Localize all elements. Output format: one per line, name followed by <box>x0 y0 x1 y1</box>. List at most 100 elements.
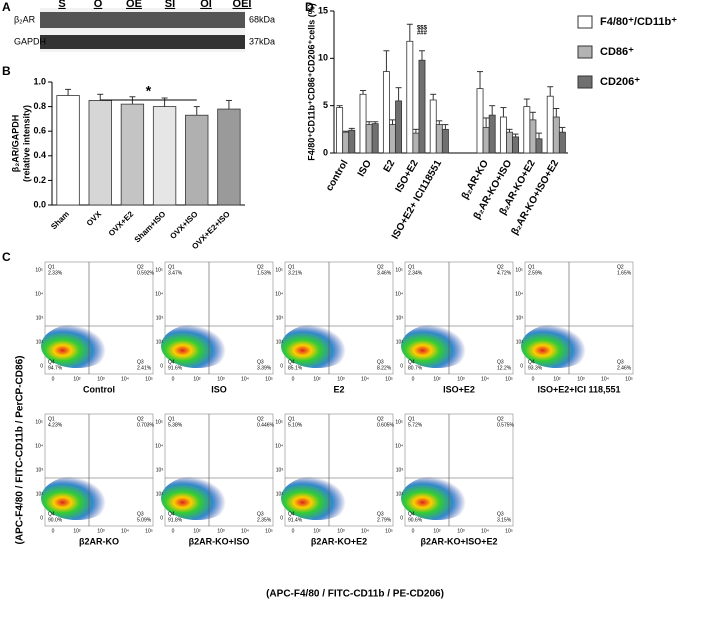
y-tick-label: 10⁵ <box>275 419 283 425</box>
lane-label: OI <box>200 0 212 10</box>
y-tick-label: 10⁵ <box>35 267 43 273</box>
y-axis-label: F4/80⁺CD11b⁺CD86⁺CD206⁺cells (%) <box>306 3 316 161</box>
quadrant-name: Q3 <box>377 359 384 365</box>
quadrant-name: Q1 <box>48 416 55 422</box>
quadrant-name: Q2 <box>497 264 504 270</box>
quadrant-name: Q1 <box>168 416 175 422</box>
quadrant-name: Q3 <box>257 359 264 365</box>
x-tick-label: 0 <box>52 528 55 534</box>
y-tick-label: 10² <box>396 491 404 497</box>
x-tick-label: 10² <box>193 376 201 382</box>
y-tick-label: 10² <box>36 339 44 345</box>
bar <box>482 127 490 154</box>
y-tick-label: 0 <box>520 363 523 369</box>
y-tick-label: 10² <box>276 491 284 497</box>
x-tick-label: 10² <box>313 528 321 534</box>
quadrant-name: Q1 <box>528 264 535 270</box>
quadrant-percent: 0.446% <box>257 422 275 428</box>
quadrant-name: Q4 <box>168 359 175 365</box>
x-tick-label: 10⁴ <box>481 376 489 382</box>
x-tick-label: 10⁴ <box>121 376 129 382</box>
x-tick-label: 0 <box>412 528 415 534</box>
quadrant-percent: 3.39% <box>257 365 272 371</box>
bar <box>435 124 443 154</box>
x-tick-label: Sham <box>49 210 71 232</box>
x-tick-label: 0 <box>412 376 415 382</box>
quadrant-percent: 80.7% <box>408 365 423 371</box>
bar <box>382 71 390 154</box>
x-tick-label: OVX+ISO <box>168 210 199 241</box>
lane-label: OEI <box>233 0 252 10</box>
quadrant-percent: 1.65% <box>617 270 632 276</box>
bar <box>535 138 543 154</box>
x-tick-label: 10³ <box>457 528 465 534</box>
x-tick-label: 10⁴ <box>481 528 489 534</box>
y-tick-label: 0.4 <box>33 150 46 160</box>
quadrant-percent: 2.59% <box>528 270 543 276</box>
y-tick-label: 1.0 <box>33 76 46 86</box>
size-label: 37kDa <box>249 36 275 46</box>
y-tick-label: 10² <box>36 491 44 497</box>
plot-label: ISO+E2 <box>443 384 475 394</box>
bar <box>152 106 177 206</box>
bar <box>217 108 241 206</box>
y-axis-label: β₂AR/GAPDH <box>10 115 20 173</box>
quadrant-percent: 2.79% <box>377 517 392 523</box>
y-tick-label: 10² <box>156 491 164 497</box>
y-tick-label: 10⁴ <box>275 443 283 449</box>
x-tick-label: 10⁵ <box>505 376 513 382</box>
y-tick-label: 10⁵ <box>155 419 163 425</box>
annotation: $$$ <box>417 26 428 32</box>
y-tick-label: 0 <box>40 363 43 369</box>
x-tick-label: 0 <box>532 376 535 382</box>
y-tick-label: 10³ <box>276 467 284 473</box>
y-tick-label: 10⁴ <box>395 291 403 297</box>
y-tick-label: 10⁴ <box>155 443 163 449</box>
quadrant-name: Q2 <box>377 264 384 270</box>
x-tick-label: 10³ <box>97 376 105 382</box>
quadrant-name: Q1 <box>48 264 55 270</box>
y-tick-label: 10² <box>516 339 524 345</box>
x-tick-label: 10³ <box>217 376 225 382</box>
density-cloud <box>41 476 113 520</box>
x-tick-label: 10² <box>553 376 561 382</box>
plot-label: β2AR-KO+ISO <box>189 536 250 546</box>
x-tick-label: 10⁴ <box>241 528 249 534</box>
y-tick-label: 10⁴ <box>35 291 43 297</box>
y-axis-label: (relative intensity) <box>21 105 31 182</box>
quadrant-name: Q3 <box>257 511 264 517</box>
quadrant-name: Q4 <box>408 511 415 517</box>
y-tick-label: 10⁴ <box>35 443 43 449</box>
quadrant-name: Q2 <box>497 416 504 422</box>
density-cloud <box>161 324 233 368</box>
bar <box>120 103 145 206</box>
quadrant-percent: 93.3% <box>528 365 543 371</box>
quadrant-percent: 91.4% <box>288 517 303 523</box>
bar <box>488 114 496 154</box>
y-tick-label: 10³ <box>156 467 164 473</box>
y-tick-label: 10 <box>318 53 328 63</box>
quadrant-percent: 94.7% <box>48 365 63 371</box>
legend-label: CD86⁺ <box>600 46 634 58</box>
bar <box>552 116 560 154</box>
y-tick-label: 5 <box>323 100 328 110</box>
bar <box>348 129 356 154</box>
quadrant-percent: 5.09% <box>137 517 152 523</box>
x-tick-label: Sham+ISO <box>133 210 168 245</box>
bar <box>512 136 520 154</box>
bar <box>429 99 437 154</box>
density-cloud <box>401 324 473 368</box>
quadrant-percent: 3.15% <box>497 517 512 523</box>
quadrant-name: Q4 <box>168 511 175 517</box>
y-tick-label: 10³ <box>36 315 44 321</box>
lane-label: SI <box>165 0 175 10</box>
x-tick-label: 10⁴ <box>361 528 369 534</box>
legend-swatch <box>577 45 593 59</box>
annotation: * <box>146 83 152 99</box>
y-tick-label: 10⁴ <box>515 291 523 297</box>
x-tick-label: 10³ <box>577 376 585 382</box>
